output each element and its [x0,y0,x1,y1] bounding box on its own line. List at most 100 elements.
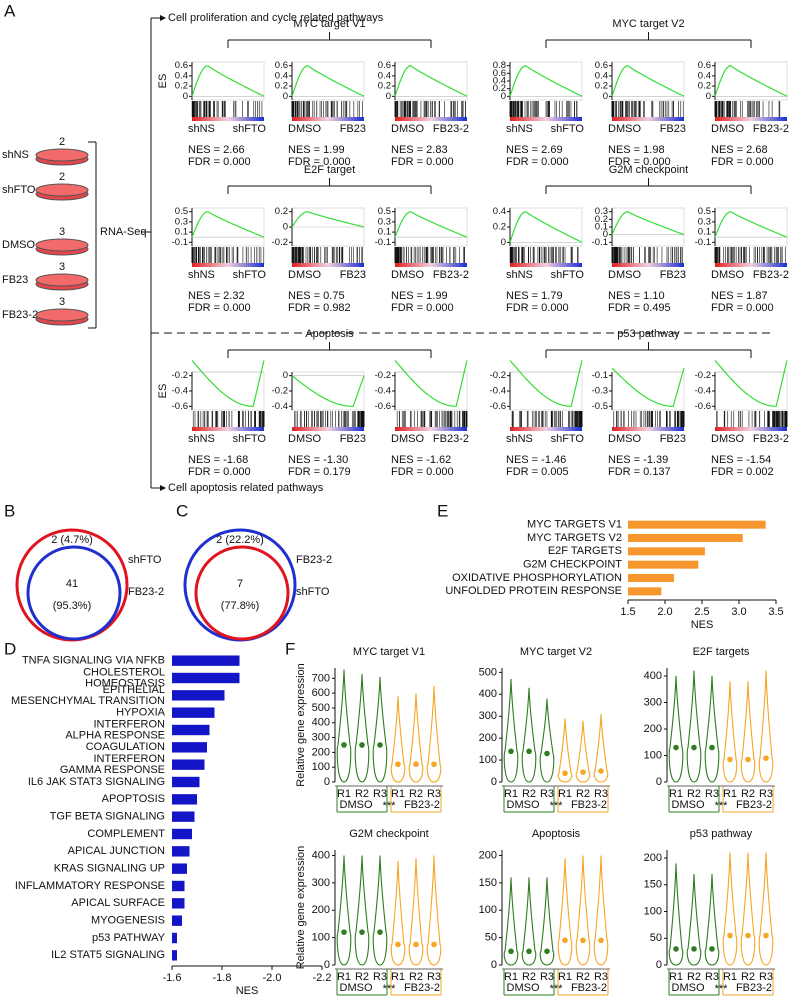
bar [628,534,743,542]
y-tick-label: 0.5 [698,206,711,217]
fdr-value: FDR = 0.000 [711,156,774,168]
y-tick-label: -0.2 [172,370,188,381]
nes-value: NES = 1.99 [288,144,345,156]
x-tick-label: 2.5 [694,606,709,618]
control-label: DMSO [608,433,641,445]
fdr-value: FDR = 0.000 [391,156,454,168]
chart-title: E2F targets [693,646,750,658]
y-tick-label: -0.4 [695,386,711,397]
median-dot [431,941,437,948]
chart-title: MYC target V2 [520,646,592,658]
group-label: DMSO [507,982,540,994]
replicate-label: R1 [669,788,683,800]
y-tick-label: 200 [644,852,662,864]
group-label: DMSO [507,799,540,811]
violin [668,675,684,783]
y-tick-label: 500 [479,666,497,678]
violin [704,675,720,783]
x-tick-label: 3.0 [731,606,746,618]
fdr-value: FDR = 0.000 [188,156,251,168]
treatment-label: FB23-2 [753,433,789,445]
treatment-label: FB23 [660,123,686,135]
group-label: FB23-2 [736,799,772,811]
y-tick-label: 0.4 [698,70,711,81]
control-label: DMSO [711,123,744,135]
panel-label: B [4,501,15,520]
sample-name: shNS [2,149,29,161]
fdr-value: FDR = 0.000 [188,302,251,314]
violin [503,678,519,783]
y-tick-label: 0 [706,91,711,102]
replicate-label: R2 [576,788,590,800]
sample-count: 3 [59,261,65,273]
venn-count: 7 [237,578,243,590]
y-tick-label: 0.4 [378,70,391,81]
category-label: INTERFERON ALPHA RESPONSE [65,718,165,741]
median-dot [580,937,586,944]
median-dot [562,937,568,944]
y-tick-label: 100 [312,761,330,773]
y-tick-label: 0.6 [175,60,188,71]
replicate-label: R3 [759,971,773,983]
chart-title: p53 pathway [690,828,753,840]
plot-frame [191,61,265,101]
treatment-label: FB23-2 [433,269,469,281]
y-tick-label: 0.6 [275,60,288,71]
rank-strip [612,263,684,267]
y-tick-label: 300 [312,877,330,889]
es-curve [714,211,788,238]
pathway-title: MYC target V2 [612,18,684,30]
y-tick-label: 0.8 [493,60,506,71]
plot-frame [291,371,365,411]
bar [172,742,207,753]
fdr-value: FDR = 0.137 [608,466,671,478]
bar [172,811,195,822]
replicate-label: R2 [741,971,755,983]
y-tick-label: 300 [644,696,662,708]
es-curve [291,375,365,407]
rank-strip [395,263,467,267]
category-label: OXIDATIVE PHOSPHORYLATION [452,572,622,584]
category-label: TGF BETA SIGNALING [50,811,165,823]
y-tick-label: 0 [324,959,330,971]
category-label: IL2 STAT5 SIGNALING [51,949,165,961]
y-tick-label: 0 [183,91,188,102]
sample-count: 2 [59,136,65,148]
rank-strip [292,117,364,121]
median-dot [413,761,419,768]
sample-name: FB23-2 [2,309,38,321]
median-dot [745,932,751,939]
violin [722,681,738,783]
group-label: FB23-2 [404,982,440,994]
median-dot [431,761,437,768]
x-tick-label: -2.0 [263,972,282,984]
treatment-label: FB23-2 [433,123,469,135]
replicate-label: R3 [594,788,608,800]
y-tick-label: 200 [644,723,662,735]
rank-strip [510,263,582,267]
significance: *** [550,983,564,995]
es-curve [191,360,265,407]
treatment-label: FB23 [660,433,686,445]
control-label: shNS [506,433,533,445]
venn-count: 2 (22.2%) [216,534,264,546]
category-label: MYC TARGETS V1 [527,519,622,531]
bar [172,863,187,874]
y-tick-label: 300 [312,731,330,743]
median-dot [709,946,715,952]
category-label: COMPLEMENT [87,828,165,840]
y-tick-label: 0.2 [275,81,288,92]
panel-label: C [176,501,188,520]
y-tick-label: 0 [656,959,662,971]
y-tick-label: 0.5 [378,206,391,217]
y-tick-label: 0.1 [698,227,711,238]
median-dot [691,744,697,751]
control-label: shNS [188,433,215,445]
group-label: DMSO [672,982,705,994]
venn-set: shFTO [296,586,330,598]
x-tick-label: -1.6 [163,972,182,984]
violin [372,676,388,783]
category-label: TNFA SIGNALING VIA NFKB [22,655,165,667]
y-tick-label: 100 [644,905,662,917]
category-label: COAGULATION [86,741,165,753]
